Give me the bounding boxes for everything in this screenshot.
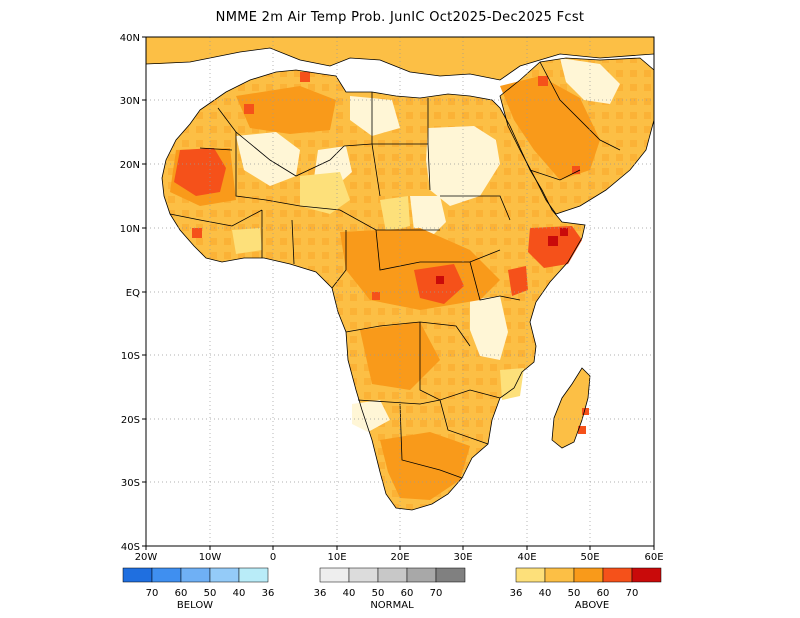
europe-landmass bbox=[146, 37, 654, 80]
legend-title-above: ABOVE bbox=[575, 600, 609, 611]
legend-value: 70 bbox=[146, 588, 159, 599]
lon-label: 10W bbox=[199, 552, 222, 563]
legend-normal: 36 40 50 60 70 NORMAL bbox=[314, 567, 466, 611]
legend-value: 60 bbox=[597, 588, 610, 599]
legend-above: 36 40 50 60 70 ABOVE bbox=[510, 567, 662, 611]
longitude-labels: 20W 10W 0 10E 20E 30E 40E 50E 60E bbox=[135, 552, 664, 563]
legend-value: 36 bbox=[510, 588, 523, 599]
lon-label: 60E bbox=[644, 552, 663, 563]
lon-label: 10E bbox=[327, 552, 346, 563]
legend-swatch bbox=[209, 567, 240, 583]
lat-label: 30S bbox=[121, 478, 140, 489]
legend-title-normal: NORMAL bbox=[370, 600, 414, 611]
lat-label: 10N bbox=[120, 224, 140, 235]
legend-swatch bbox=[602, 567, 633, 583]
legend-value: 40 bbox=[343, 588, 356, 599]
legend-swatch bbox=[151, 567, 182, 583]
lon-label: 50E bbox=[580, 552, 599, 563]
legend-value: 36 bbox=[262, 588, 275, 599]
legend-swatch bbox=[406, 567, 437, 583]
legend-swatch bbox=[573, 567, 604, 583]
latitude-labels: 40N 30N 20N 10N EQ 10S 20S 30S 40S bbox=[120, 33, 140, 553]
legend-swatch bbox=[238, 567, 269, 583]
lat-label: 40N bbox=[120, 33, 140, 44]
legend-title-below: BELOW bbox=[177, 600, 213, 611]
legend-swatch bbox=[515, 567, 546, 583]
legend-value: 40 bbox=[233, 588, 246, 599]
legend-swatch bbox=[544, 567, 575, 583]
legend-value: 70 bbox=[626, 588, 639, 599]
lat-label: 40S bbox=[121, 542, 140, 553]
madagascar-landmass bbox=[552, 368, 590, 448]
very-high-areas bbox=[174, 72, 589, 434]
lon-label: 30E bbox=[453, 552, 472, 563]
lon-label: 20E bbox=[390, 552, 409, 563]
lat-label: 30N bbox=[120, 96, 140, 107]
legend-value: 50 bbox=[204, 588, 217, 599]
legend-value: 36 bbox=[314, 588, 327, 599]
map-title: NMME 2m Air Temp Prob. JunIC Oct2025-Dec… bbox=[215, 10, 585, 25]
legend-swatch bbox=[348, 567, 379, 583]
legend-swatch bbox=[631, 567, 662, 583]
lon-label: 20W bbox=[135, 552, 158, 563]
legend-swatch bbox=[122, 567, 153, 583]
legend-value: 50 bbox=[372, 588, 385, 599]
legend-value: 40 bbox=[539, 588, 552, 599]
legend-value: 50 bbox=[568, 588, 581, 599]
moderate-areas bbox=[232, 172, 524, 400]
axis-ticks bbox=[142, 36, 655, 550]
lon-label: 0 bbox=[270, 552, 276, 563]
legend-value: 60 bbox=[401, 588, 414, 599]
legend-swatch bbox=[180, 567, 211, 583]
legend-below: 70 60 50 40 36 BELOW bbox=[122, 567, 275, 611]
legend-swatch bbox=[435, 567, 466, 583]
lat-label: 20S bbox=[121, 415, 140, 426]
extreme-areas bbox=[436, 228, 568, 284]
lat-label: 20N bbox=[120, 160, 140, 171]
grid-lines bbox=[146, 37, 654, 546]
legend-value: 70 bbox=[430, 588, 443, 599]
lat-label: EQ bbox=[126, 288, 140, 299]
lon-label: 40E bbox=[517, 552, 536, 563]
legend-value: 60 bbox=[175, 588, 188, 599]
forecast-field bbox=[146, 37, 654, 511]
legend-swatch bbox=[319, 567, 350, 583]
legend-swatch bbox=[377, 567, 408, 583]
lat-label: 10S bbox=[121, 351, 140, 362]
